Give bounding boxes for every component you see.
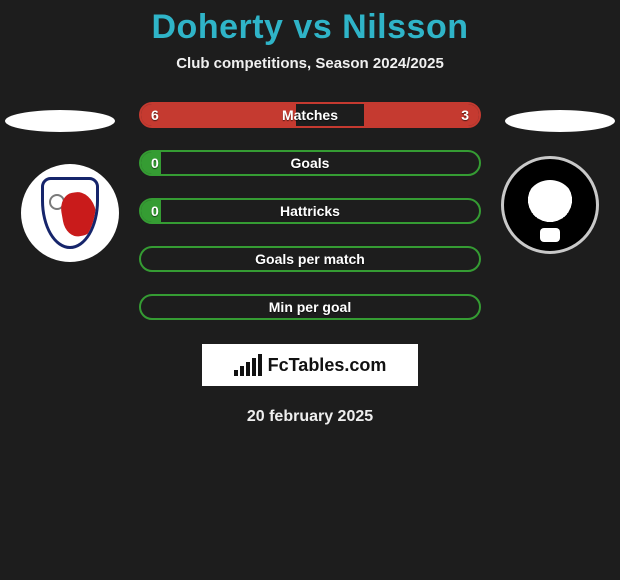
halo-left [5, 110, 115, 132]
stat-label: Hattricks [141, 203, 479, 219]
comparison-panel: 6Matches3 0Goals 0Hattricks Goals per match… [0, 102, 620, 426]
stat-value-right: 3 [461, 107, 469, 123]
stat-label: Min per goal [141, 299, 479, 315]
stat-label: Goals [141, 155, 479, 171]
site-logo: FcTables.com [202, 344, 418, 386]
bars-icon [234, 354, 262, 376]
logo-text: FcTables.com [268, 355, 387, 376]
stat-row: Min per goal [139, 294, 481, 320]
stat-row: Goals per match [139, 246, 481, 272]
stat-label: Goals per match [141, 251, 479, 267]
footer-date: 20 february 2025 [0, 408, 620, 426]
stat-label: Matches [141, 107, 479, 123]
page-title: Doherty vs Nilsson [0, 0, 620, 47]
shield-icon [41, 177, 99, 249]
halo-right [505, 110, 615, 132]
stat-row: 0Goals [139, 150, 481, 176]
lion-icon [58, 189, 99, 238]
stat-row: 0Hattricks [139, 198, 481, 224]
stat-row: 6Matches3 [139, 102, 481, 128]
page-subtitle: Club competitions, Season 2024/2025 [0, 55, 620, 72]
stat-bars: 6Matches3 0Goals 0Hattricks Goals per match… [139, 102, 481, 320]
team-badge-left [21, 164, 119, 262]
thistle-icon [525, 180, 575, 230]
team-badge-right [501, 156, 599, 254]
